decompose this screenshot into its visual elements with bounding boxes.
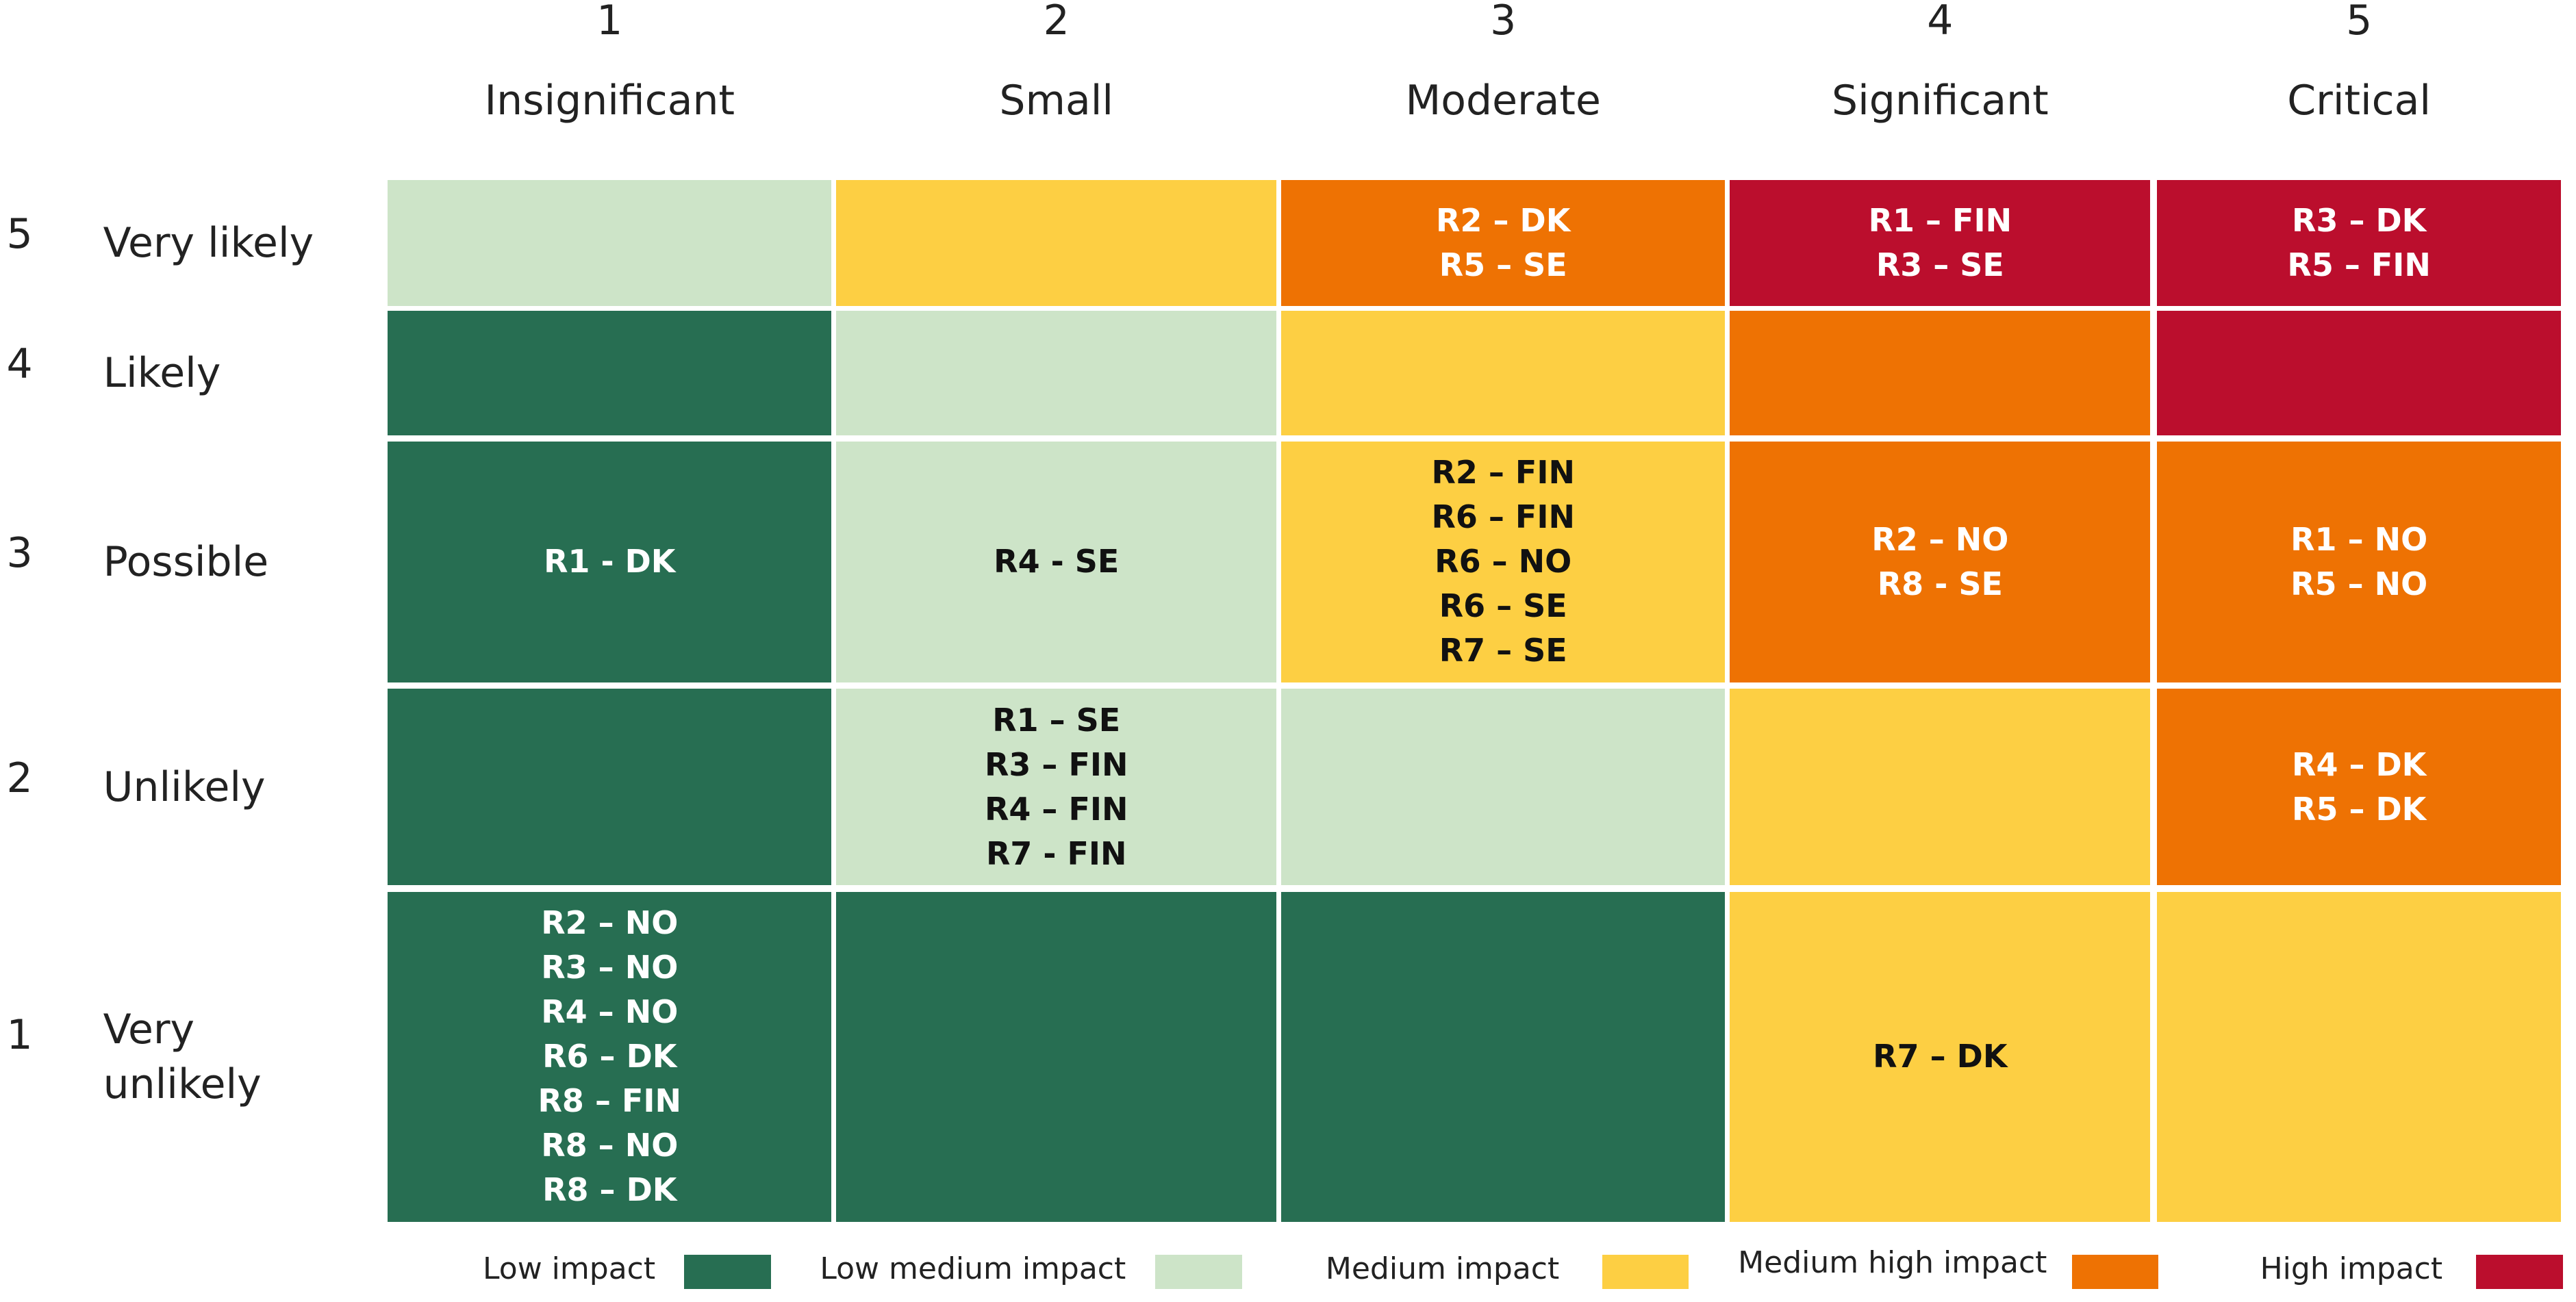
- legend-label: High impact: [2260, 1251, 2443, 1287]
- risk-cell: R1 – FIN R3 – SE: [1730, 179, 2151, 306]
- row-label: Very likely: [103, 218, 314, 267]
- legend-label: Medium high impact: [1738, 1244, 2047, 1280]
- row-label: Possible: [103, 537, 269, 586]
- risk-item: R1 – FIN: [1868, 201, 2012, 239]
- column-label: Critical: [2287, 77, 2432, 125]
- risk-item: R2 – NO: [541, 904, 679, 942]
- risk-item: R6 – DK: [542, 1038, 677, 1075]
- row-number: 3: [6, 529, 33, 578]
- legend-label: Low medium impact: [820, 1251, 1126, 1287]
- risk-cell: R2 – FIN R6 – FIN R6 – NO R6 – SE R7 – SE: [1281, 442, 1726, 682]
- legend-label: Medium impact: [1325, 1251, 1560, 1287]
- risk-cell: [1730, 311, 2151, 435]
- risk-cell: R1 - DK: [388, 442, 832, 682]
- column-label: Significant: [1832, 77, 2049, 125]
- risk-item: R8 – DK: [542, 1171, 677, 1209]
- risk-cell: [388, 311, 832, 435]
- risk-item: R8 - SE: [1877, 565, 2003, 602]
- risk-item: R5 – NO: [2290, 565, 2428, 602]
- legend-swatch: [1155, 1255, 1242, 1290]
- risk-item: R5 – DK: [2292, 790, 2427, 828]
- column-number: 5: [2346, 0, 2373, 45]
- legend-swatch: [2476, 1255, 2563, 1290]
- risk-item: R6 – SE: [1439, 587, 1567, 625]
- risk-item: R3 – SE: [1876, 246, 2004, 283]
- column-number: 2: [1043, 0, 1070, 45]
- risk-item: R3 – FIN: [984, 745, 1128, 783]
- risk-item: R5 – FIN: [2287, 246, 2431, 283]
- column-label: Insignificant: [484, 77, 735, 125]
- risk-cell: [388, 179, 832, 306]
- risk-item: R7 - FIN: [985, 834, 1127, 872]
- risk-item: R4 – DK: [2292, 745, 2427, 783]
- column-number: 1: [596, 0, 623, 45]
- risk-cell: R4 - SE: [836, 442, 1277, 682]
- column-label: Moderate: [1405, 77, 1601, 125]
- risk-item: R3 – DK: [2292, 201, 2427, 239]
- row-number: 4: [6, 340, 33, 389]
- row-label: Unlikely: [103, 763, 266, 811]
- legend-swatch: [2071, 1255, 2159, 1290]
- risk-cell: R1 – NO R5 – NO: [2157, 442, 2562, 682]
- risk-cell: R1 – SE R3 – FIN R4 – FIN R7 - FIN: [836, 689, 1277, 885]
- risk-cell: [1281, 311, 1726, 435]
- risk-item: R3 – NO: [541, 949, 679, 986]
- risk-cell: [836, 891, 1277, 1223]
- risk-cell: R4 – DK R5 – DK: [2157, 689, 2562, 885]
- risk-item: R8 – NO: [541, 1127, 679, 1164]
- risk-item: R1 – SE: [992, 701, 1121, 739]
- risk-item: R1 – NO: [2290, 520, 2428, 558]
- risk-item: R5 – SE: [1439, 246, 1567, 283]
- risk-item: R4 – NO: [541, 993, 679, 1031]
- column-number: 3: [1490, 0, 1517, 45]
- row-label: Very unlikely: [103, 1005, 262, 1108]
- risk-cell: [1281, 689, 1726, 885]
- legend-swatch: [1602, 1255, 1689, 1290]
- risk-cell: R3 – DK R5 – FIN: [2157, 179, 2562, 306]
- risk-item: R2 – FIN: [1431, 454, 1575, 492]
- risk-cell: R2 – DK R5 – SE: [1281, 179, 1726, 306]
- risk-item: R4 - SE: [994, 543, 1120, 580]
- risk-item: R7 – DK: [1873, 1038, 2008, 1075]
- row-number: 5: [6, 210, 33, 259]
- row-number: 1: [6, 1011, 33, 1060]
- risk-cell: [836, 179, 1277, 306]
- risk-cell: R2 – NO R3 – NO R4 – NO R6 – DK R8 – FIN R8 –…: [388, 891, 832, 1223]
- risk-item: R7 – SE: [1439, 632, 1567, 669]
- risk-cell: [836, 311, 1277, 435]
- risk-cell: [388, 689, 832, 885]
- risk-cell: R2 – NO R8 - SE: [1730, 442, 2151, 682]
- column-number: 4: [1927, 0, 1954, 45]
- risk-item: R6 – FIN: [1431, 498, 1575, 536]
- legend-swatch: [684, 1255, 771, 1290]
- risk-item: R4 – FIN: [984, 790, 1128, 828]
- risk-cell: [1281, 891, 1726, 1223]
- row-number: 2: [6, 754, 33, 802]
- risk-cell: [2157, 311, 2562, 435]
- risk-item: R1 - DK: [544, 543, 676, 580]
- risk-cell: [1730, 689, 2151, 885]
- row-label: Likely: [103, 348, 221, 397]
- risk-item: R8 – FIN: [538, 1082, 682, 1120]
- risk-item: R6 – NO: [1435, 543, 1572, 580]
- risk-item: R2 – NO: [1871, 520, 2009, 558]
- risk-cell: R7 – DK: [1730, 891, 2151, 1223]
- column-label: Small: [999, 77, 1114, 125]
- risk-cell: [2157, 891, 2562, 1223]
- risk-item: R2 – DK: [1436, 201, 1571, 239]
- legend-label: Low impact: [483, 1251, 656, 1287]
